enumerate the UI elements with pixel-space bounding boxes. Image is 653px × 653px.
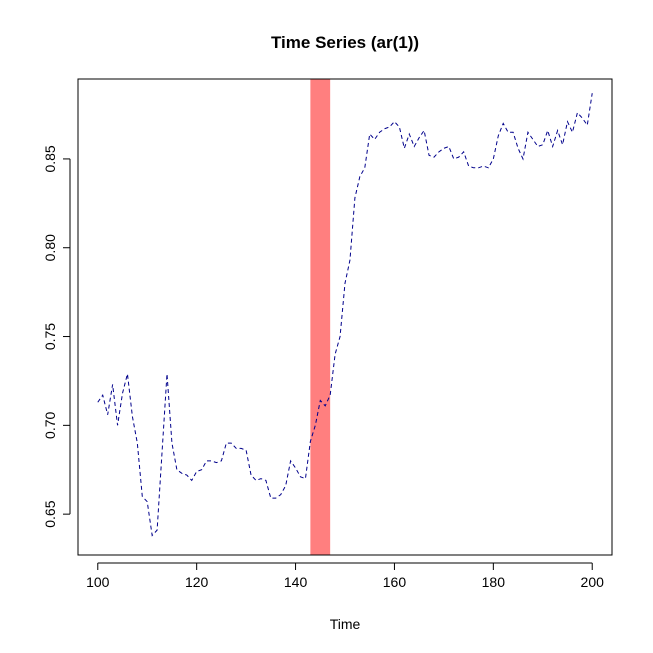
y-tick-label: 0.85 bbox=[42, 145, 58, 172]
plot-frame bbox=[77, 78, 613, 556]
y-tick-label: 0.75 bbox=[42, 323, 58, 350]
series-layer bbox=[97, 93, 593, 537]
x-axis: 100 120 140 160 180 200 bbox=[86, 562, 605, 590]
highlight-band bbox=[310, 79, 331, 555]
x-tick-label: 140 bbox=[284, 574, 308, 590]
x-tick-label: 180 bbox=[482, 574, 506, 590]
chart-title: Time Series (ar(1)) bbox=[271, 33, 419, 52]
y-tick-label: 0.80 bbox=[42, 234, 58, 261]
x-tick-label: 160 bbox=[383, 574, 407, 590]
y-axis: 0.65 0.70 0.75 0.80 0.85 bbox=[42, 145, 71, 528]
x-tick-label: 100 bbox=[86, 574, 110, 590]
x-tick-label: 200 bbox=[581, 574, 605, 590]
y-tick-label: 0.65 bbox=[42, 500, 58, 527]
x-axis-label: Time bbox=[330, 616, 361, 632]
highlight-band-layer bbox=[310, 79, 331, 555]
series-line-0 bbox=[97, 93, 593, 537]
y-tick-label: 0.70 bbox=[42, 412, 58, 439]
x-tick-label: 120 bbox=[185, 574, 209, 590]
